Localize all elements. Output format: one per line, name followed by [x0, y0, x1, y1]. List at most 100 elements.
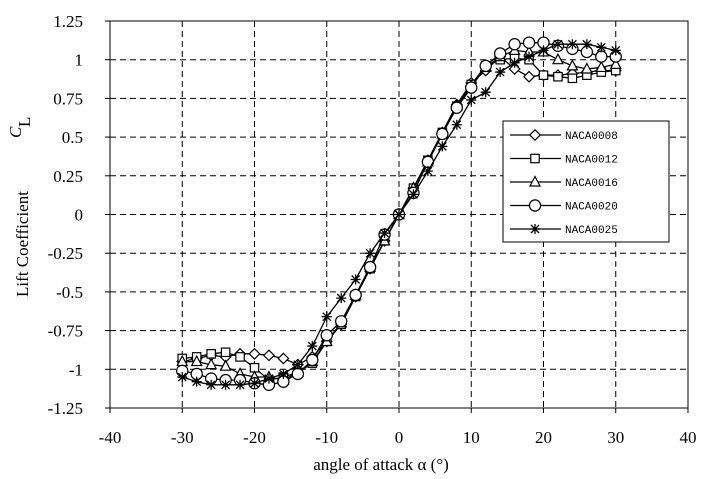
y-tick-label: -0.25: [48, 244, 83, 263]
x-tick-label: 20: [535, 428, 552, 447]
legend: NACA0008 NACA0012 NACA0016 NACA0020 NACA0025: [502, 120, 670, 243]
data-point-naca0020: [306, 353, 319, 367]
data-point-naca0020: [349, 288, 362, 302]
data-point-naca0025: [422, 166, 433, 177]
x-tick-label: 0: [395, 428, 404, 447]
data-point-naca0025: [379, 228, 390, 239]
data-point-naca0025: [220, 379, 231, 390]
data-point-naca0025: [336, 293, 347, 304]
data-point-naca0025: [596, 42, 607, 53]
legend-item-naca0016: NACA0016: [510, 175, 618, 190]
data-point-naca0025: [206, 379, 217, 390]
x-tick-label: -40: [99, 428, 122, 447]
y-axis-title-subscript: L: [15, 117, 34, 127]
x-axis-title: angle of attack α (°): [313, 455, 449, 474]
axis-tick-marks: [105, 20, 689, 413]
y-tick-label: 1: [75, 51, 84, 70]
data-point-naca0020: [465, 81, 478, 94]
data-point-naca0025: [524, 51, 535, 62]
data-point-naca0025: [567, 39, 578, 50]
data-point-naca0020: [421, 155, 435, 169]
data-point-naca0025: [538, 45, 549, 56]
x-tick-label: -20: [243, 428, 266, 447]
data-point-naca0025: [321, 311, 332, 322]
legend-label-naca0012: NACA0012: [565, 155, 618, 167]
data-point-naca0025: [191, 376, 202, 387]
data-point-naca0025: [581, 39, 592, 50]
data-point-naca0016: [566, 59, 579, 71]
x-tick-label: 10: [463, 428, 480, 447]
legend-item-naca0008: NACA0008: [510, 128, 618, 143]
y-tick-label: 0.25: [53, 167, 83, 186]
data-point-naca0016: [551, 52, 564, 65]
data-point-naca0012: [220, 347, 231, 358]
data-point-naca0016: [609, 57, 622, 69]
legend-item-naca0020: NACA0020: [510, 199, 618, 214]
data-point-naca0025: [552, 39, 563, 50]
data-point-naca0025: [480, 87, 491, 98]
data-point-naca0012: [567, 73, 578, 84]
data-point-naca0020: [291, 367, 305, 381]
data-point-naca0016: [205, 357, 218, 370]
y-tick-label: -0.75: [48, 322, 83, 341]
data-point-naca0025: [437, 141, 448, 152]
y-tick-label: 0: [75, 206, 84, 225]
series-layer: [176, 36, 622, 391]
data-point-naca0012: [235, 352, 245, 362]
data-point-naca0008: [248, 347, 261, 360]
y-axis-title-symbol: C: [6, 126, 25, 138]
data-point-naca0025: [365, 248, 376, 259]
data-point-naca0016: [190, 354, 203, 367]
legend-label-naca0025: NACA0025: [565, 225, 618, 237]
data-point-naca0020: [320, 329, 333, 342]
data-point-naca0025: [307, 341, 318, 352]
data-point-naca0012: [206, 349, 216, 359]
legend-label-naca0020: NACA0020: [565, 202, 618, 214]
y-axis-title: Lift Coefficient C L: [6, 117, 34, 297]
data-point-naca0020: [363, 260, 377, 274]
data-point-naca0008: [508, 62, 521, 76]
data-point-naca0020: [493, 47, 507, 60]
x-tick-label: -30: [171, 428, 194, 447]
data-point-naca0008: [277, 352, 290, 365]
data-point-naca0012: [538, 70, 549, 80]
data-point-naca0020: [508, 38, 521, 51]
x-tick-label: 40: [680, 428, 697, 447]
data-point-naca0025: [177, 372, 188, 383]
data-point-naca0025: [235, 379, 246, 390]
data-point-naca0025: [350, 274, 361, 285]
legend-marker-naca0020: [528, 199, 542, 212]
y-tick-label: 1.25: [53, 12, 83, 31]
y-axis-title-text: Lift Coefficient: [13, 191, 32, 297]
data-point-naca0025: [394, 209, 404, 220]
data-point-naca0025: [466, 94, 477, 105]
series-naca0020: [176, 36, 622, 391]
data-point-naca0025: [292, 359, 303, 370]
data-point-naca0025: [408, 189, 419, 200]
legend-marker-naca0016: [529, 175, 541, 187]
data-point-naca0020: [479, 59, 492, 73]
legend-label-naca0016: NACA0016: [565, 178, 618, 190]
data-point-naca0012: [553, 71, 563, 82]
legend-item-naca0012: NACA0012: [510, 153, 618, 167]
data-point-naca0025: [495, 67, 506, 78]
data-point-naca0025: [263, 373, 274, 384]
data-point-naca0020: [335, 315, 348, 328]
x-tick-label: 30: [607, 428, 624, 447]
y-tick-label: -1.25: [48, 399, 83, 418]
data-point-naca0016: [219, 359, 232, 371]
data-point-naca0008: [523, 70, 536, 83]
data-point-naca0025: [278, 368, 289, 379]
data-point-naca0020: [522, 36, 536, 49]
legend-marker-naca0012: [530, 153, 540, 164]
legend-marker-naca0008: [528, 128, 542, 142]
y-tick-label: -0.5: [56, 283, 83, 302]
data-point-naca0016: [595, 60, 608, 73]
series-naca0025: [177, 39, 621, 390]
x-tick-label: -10: [315, 428, 338, 447]
data-point-naca0008: [262, 349, 275, 362]
data-point-naca0016: [580, 62, 593, 74]
data-point-naca0020: [450, 101, 463, 114]
data-point-naca0025: [509, 57, 520, 68]
